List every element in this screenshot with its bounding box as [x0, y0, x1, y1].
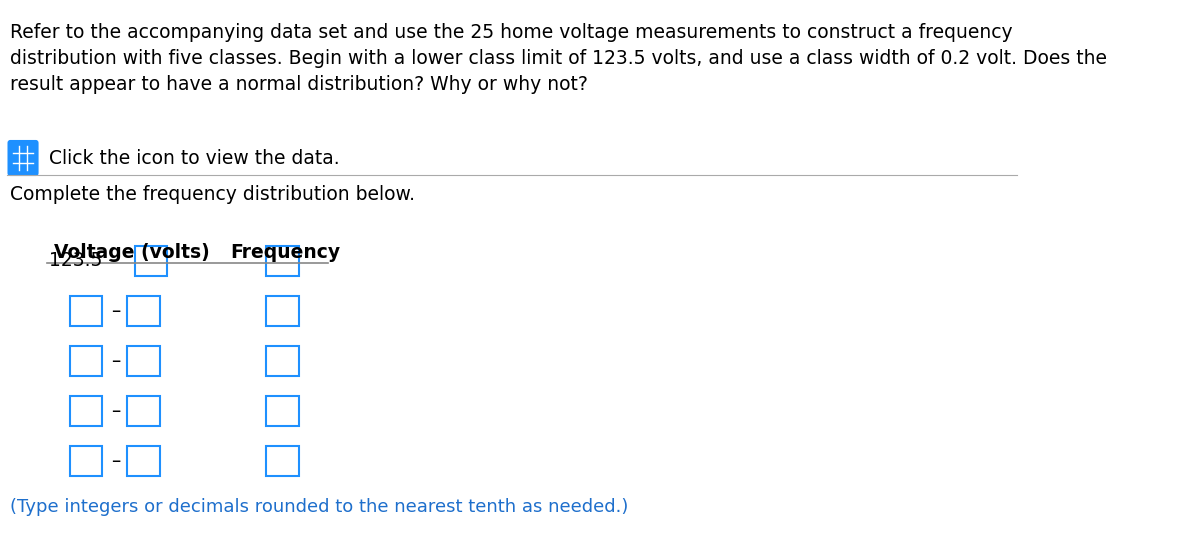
Text: –: –: [110, 352, 120, 371]
Text: –: –: [110, 301, 120, 321]
Bar: [127, 396, 160, 426]
Text: (Type integers or decimals rounded to the nearest tenth as needed.): (Type integers or decimals rounded to th…: [11, 498, 629, 516]
Bar: [134, 246, 167, 276]
Bar: [70, 446, 102, 476]
Text: Refer to the accompanying data set and use the 25 home voltage measurements to c: Refer to the accompanying data set and u…: [11, 23, 1108, 93]
Bar: [70, 346, 102, 376]
Text: –: –: [110, 401, 120, 420]
Bar: [266, 346, 299, 376]
Bar: [127, 296, 160, 326]
Bar: [266, 246, 299, 276]
FancyBboxPatch shape: [8, 141, 37, 175]
Bar: [266, 396, 299, 426]
Bar: [127, 446, 160, 476]
Text: Frequency: Frequency: [230, 243, 341, 262]
Text: –: –: [110, 451, 120, 471]
Bar: [127, 346, 160, 376]
Text: Click the icon to view the data.: Click the icon to view the data.: [49, 149, 340, 168]
Bar: [70, 396, 102, 426]
Text: 123.5 –: 123.5 –: [49, 252, 118, 270]
Text: Voltage (volts): Voltage (volts): [54, 243, 210, 262]
Text: Complete the frequency distribution below.: Complete the frequency distribution belo…: [11, 185, 415, 204]
Bar: [70, 296, 102, 326]
Bar: [266, 296, 299, 326]
Bar: [266, 446, 299, 476]
